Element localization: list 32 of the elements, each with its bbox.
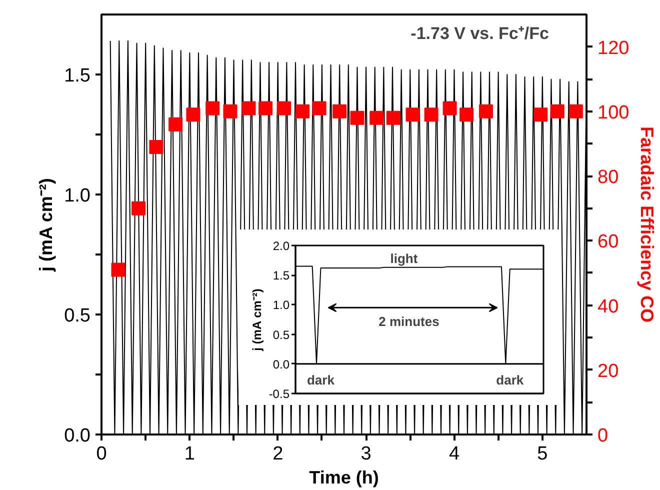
y-axis-title: j (mA cm⁻²) [36,178,56,272]
y-axis-title: j (mA cm⁻²) [250,288,264,352]
annotation: -1.73 V vs. Fc⁺/Fc [410,24,549,43]
x-axis-title: Time (h) [309,468,379,488]
y2-tick-label: 60 [598,232,619,253]
y-tick-label: 0.5 [272,328,290,342]
y2-tick-label: 40 [598,296,619,318]
x-tick-label: 4 [448,444,460,464]
x-tick-label: 0 [96,444,107,464]
y2-tick-label: 20 [598,360,619,382]
y2-axis-title: Faradaic Efficiency CO [637,126,658,323]
x-tick-label: 1 [184,444,195,464]
y-tick-label: 1.0 [272,298,290,312]
y-tick-label: 1.5 [272,268,290,283]
annotation: dark [306,372,336,388]
y-tick-label: -0.5 [268,387,290,401]
annotation: dark [496,372,524,388]
y-tick-label: 0.5 [64,306,91,326]
x-tick-label: 5 [537,444,548,464]
x-tick-label: 2 [272,444,284,464]
annotation: light [390,251,418,266]
y-tick-label: 0.0 [64,426,91,446]
y-tick-label: 1.0 [64,186,91,206]
y-tick-label: 1.5 [64,66,91,86]
x-tick-label: 3 [360,444,372,464]
y-tick-label: 0.0 [272,357,290,372]
annotation: 2 minutes [378,314,440,329]
y2-tick-label: 80 [598,167,619,188]
y-tick-label: 2.0 [272,239,290,253]
y2-tick-label: 100 [598,102,630,124]
y2-tick-label: 0 [598,426,608,446]
y2-tick-label: 120 [598,38,630,59]
